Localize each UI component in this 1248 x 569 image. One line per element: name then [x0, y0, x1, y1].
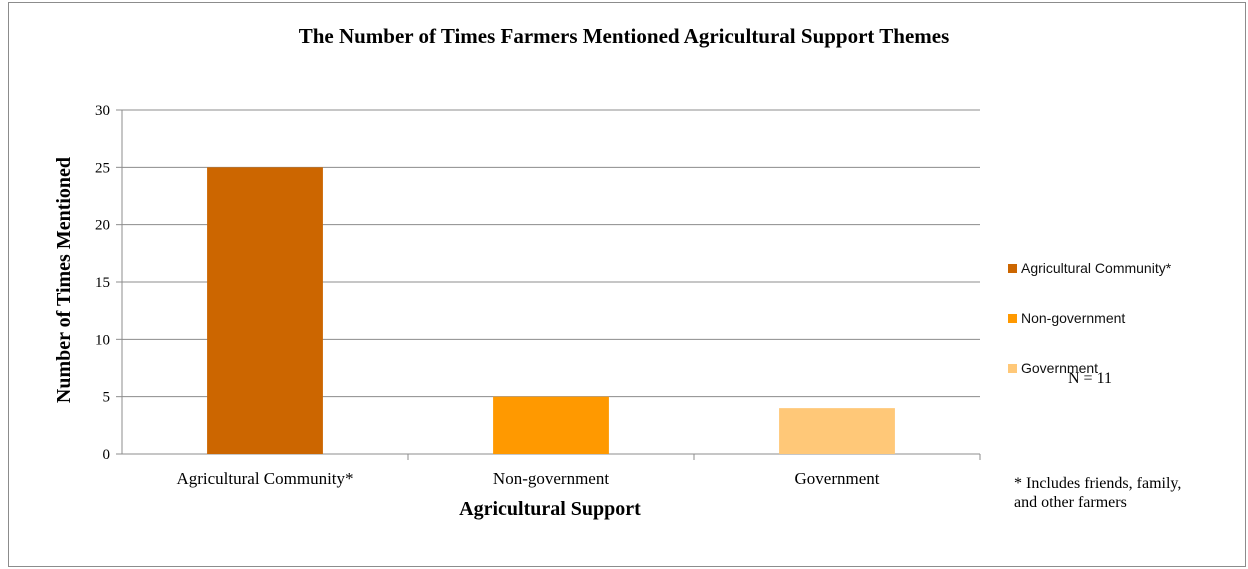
footnote: * Includes friends, family, and other fa…	[1014, 475, 1182, 511]
legend-item-agricultural-community: Agricultural Community*	[1008, 243, 1171, 293]
legend-label: Agricultural Community*	[1021, 260, 1172, 276]
sample-size-note: N = 11	[1068, 370, 1112, 387]
y-tick-label: 25	[95, 160, 110, 176]
y-tick-label: 20	[95, 218, 110, 234]
chart-title: The Number of Times Farmers Mentioned Ag…	[298, 24, 950, 48]
bar-agricultural-community	[207, 167, 323, 455]
y-tick-label: 30	[95, 103, 110, 119]
bar-government	[779, 408, 895, 454]
x-tick-label: Non-government	[493, 469, 609, 488]
y-tick-label: 5	[103, 390, 111, 406]
legend-swatch	[1008, 363, 1017, 373]
x-tick-label: Government	[795, 469, 880, 488]
y-tick-label: 15	[95, 275, 110, 291]
y-axis-label: Number of Times Mentioned	[53, 156, 75, 404]
legend-label: Non-government	[1021, 310, 1126, 326]
legend-swatch	[1008, 313, 1017, 323]
legend-item-government: Government	[1008, 343, 1171, 393]
y-tick-label: 0	[103, 447, 111, 463]
legend-label: Government	[1021, 360, 1099, 376]
x-axis-label: Agricultural Support	[459, 498, 641, 520]
y-tick-label: 10	[95, 332, 110, 348]
bar-non-government	[493, 396, 609, 454]
legend-item-non-government: Non-government	[1008, 293, 1171, 343]
x-tick-label: Agricultural Community*	[176, 469, 353, 488]
legend-swatch	[1008, 263, 1017, 273]
legend: Agricultural Community* Non-government G…	[1008, 243, 1171, 393]
